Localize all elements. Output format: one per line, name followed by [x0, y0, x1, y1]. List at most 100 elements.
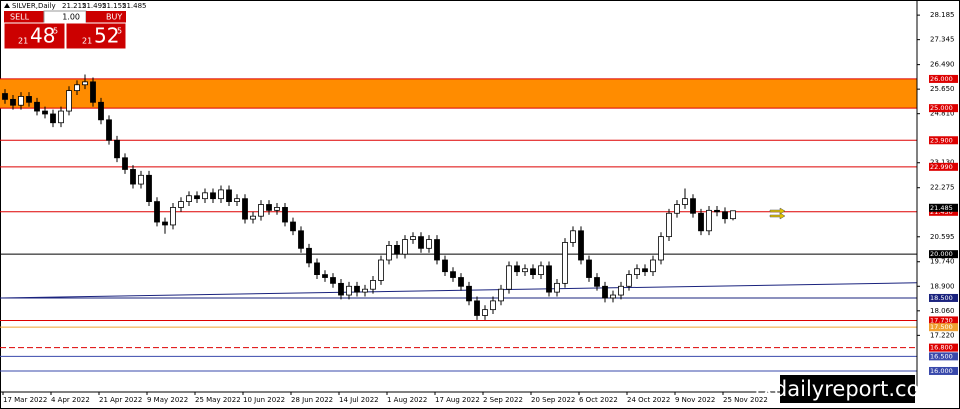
- buy-price-fraction: 5: [117, 27, 122, 36]
- candle-body: [138, 174, 144, 185]
- y-tick-label: 19.740: [930, 258, 955, 266]
- collapse-icon[interactable]: [4, 3, 10, 8]
- level-label-box: [929, 136, 958, 145]
- level-label: 16.800: [930, 344, 953, 352]
- level-label: 17.500: [930, 323, 953, 331]
- symbol: SILVER,Daily: [12, 2, 56, 10]
- candle-body: [194, 195, 200, 200]
- candle-body: [154, 201, 160, 223]
- trendline: [0, 282, 918, 299]
- candle-body: [506, 265, 512, 290]
- level-label-box: [929, 293, 958, 302]
- level-label-box: [929, 162, 958, 171]
- candle-body: [426, 239, 432, 249]
- candle-body: [330, 277, 336, 284]
- watermark-box: [780, 375, 915, 403]
- candle-body: [674, 204, 680, 214]
- x-tick-label: 14 Jul 2022: [339, 396, 379, 404]
- y-tick-label: 28.185: [930, 11, 955, 19]
- candle-body: [250, 215, 256, 220]
- candle-body: [210, 192, 216, 200]
- y-tick-label: 25.650: [930, 85, 955, 93]
- level-label-box: [929, 323, 958, 332]
- x-tick-label: 20 Sep 2022: [531, 396, 575, 404]
- candle-body: [58, 110, 64, 124]
- y-tick-label: 18.900: [930, 282, 955, 290]
- candle-body: [682, 198, 688, 205]
- level-label-box: [929, 250, 958, 259]
- level-label-box: [929, 207, 958, 216]
- candle-body: [538, 265, 544, 275]
- candle-body: [346, 285, 352, 296]
- x-tick-label: 10 Jun 2022: [243, 396, 285, 404]
- candle-body: [618, 285, 624, 296]
- candle-body: [10, 98, 16, 106]
- candle-body: [514, 265, 520, 273]
- x-tick-label: 17 Aug 2022: [435, 396, 480, 404]
- candle-body: [122, 157, 128, 170]
- candle-body: [362, 288, 368, 293]
- candle-body: [498, 288, 504, 302]
- x-tick-label: 24 Oct 2022: [627, 396, 670, 404]
- candle-body: [378, 259, 384, 281]
- candle-body: [186, 195, 192, 202]
- candle-body: [26, 96, 32, 103]
- candle-body: [394, 244, 400, 255]
- level-label: 21.450: [930, 208, 953, 216]
- candle-body: [130, 169, 136, 185]
- x-tick-label: 25 Nov 2022: [723, 396, 768, 404]
- candle-body: [402, 239, 408, 255]
- y-tick-label: 23.130: [930, 159, 955, 167]
- y-tick-label: 26.490: [930, 61, 955, 69]
- candle-body: [562, 242, 568, 284]
- candle-body: [162, 221, 168, 226]
- buy-price-box[interactable]: [65, 22, 127, 50]
- level-label-box: [929, 366, 958, 375]
- x-tick-label: 4 Apr 2022: [51, 396, 90, 404]
- sell-label: SELL: [10, 13, 30, 22]
- sell-price-box[interactable]: [3, 22, 66, 50]
- level-label: 18.500: [930, 294, 953, 302]
- candle-body: [226, 189, 232, 202]
- candle-body: [274, 207, 280, 211]
- candle-body: [74, 84, 80, 92]
- arrow: [769, 207, 786, 215]
- sell-price-pips: 48: [30, 24, 55, 48]
- level-label-box: [929, 104, 958, 113]
- candle-body: [42, 110, 48, 115]
- zone: [0, 78, 917, 109]
- sell-price-fraction: 5: [53, 27, 58, 36]
- candle-body: [338, 282, 344, 296]
- candle-body: [322, 274, 328, 278]
- arrows: [769, 207, 786, 220]
- level-label-box: [929, 74, 958, 83]
- candle-body: [290, 221, 296, 232]
- candle-body: [642, 268, 648, 273]
- buy-button[interactable]: [86, 11, 126, 23]
- lot-value: 1.00: [62, 13, 80, 22]
- candle-body: [218, 189, 224, 200]
- candle-body: [434, 239, 440, 261]
- arrow: [769, 212, 786, 220]
- candle-body: [634, 268, 640, 275]
- current-price-box: [929, 203, 958, 212]
- y-tick-label: 20.595: [930, 233, 955, 241]
- candle-body: [586, 259, 592, 278]
- candle-body: [482, 309, 488, 316]
- candle-body: [266, 204, 272, 211]
- candle-body: [146, 174, 152, 202]
- level-label: 16.500: [930, 352, 953, 360]
- sell-button[interactable]: [4, 11, 44, 23]
- x-tick-label: 9 Nov 2022: [675, 396, 715, 404]
- level-label: 26.000: [930, 75, 953, 83]
- candle-body: [458, 277, 464, 287]
- candle-body: [530, 268, 536, 275]
- candle-body: [306, 247, 312, 264]
- level-label: 23.900: [930, 136, 953, 144]
- x-tick-label: 9 May 2022: [147, 396, 188, 404]
- candle-body: [314, 262, 320, 275]
- candle-body: [442, 259, 448, 273]
- candle-body: [34, 101, 40, 112]
